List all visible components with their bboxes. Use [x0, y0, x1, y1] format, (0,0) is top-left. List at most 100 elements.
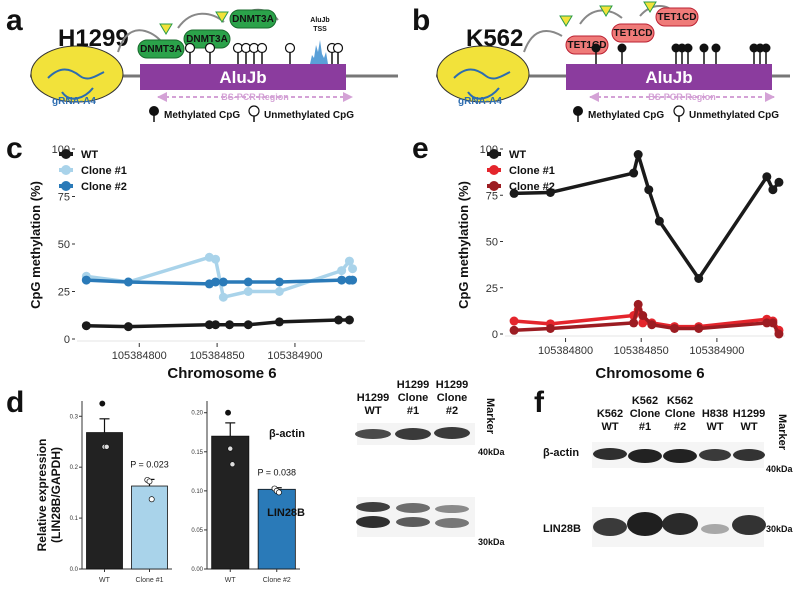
y-tick-label: 25: [58, 287, 70, 299]
y-axis-title: CpG methylation (%): [28, 181, 43, 309]
dnmt3a-domain: [229, 9, 277, 29]
p-value-annotation: P = 0.038: [257, 468, 296, 478]
band: [663, 449, 697, 463]
unmethylated-cpg: [204, 42, 216, 54]
y-tick-label: 0.2: [70, 465, 79, 471]
marker-30kda: 30kDa: [478, 537, 506, 547]
band: [662, 513, 698, 535]
band: [356, 502, 390, 512]
legend-unmethylated: Unmethylated CpG: [264, 110, 354, 121]
data-point: [243, 277, 253, 287]
lin28b-bands: [593, 512, 766, 536]
band: [701, 524, 729, 534]
unmethylated-cpg: [284, 42, 296, 54]
data-point: [774, 329, 784, 339]
alujb-element: [140, 64, 346, 90]
band-label-lin28b: LIN28B: [543, 523, 581, 535]
x-tick-label: 105384800: [112, 350, 167, 362]
lane-label: Clone: [630, 408, 661, 420]
lane-label: #2: [674, 421, 686, 433]
band: [593, 518, 627, 536]
y-tick-label: 50: [486, 237, 498, 249]
marker-30kda: 30kDa: [766, 524, 794, 534]
y-tick-label: 75: [58, 192, 70, 204]
lane-label: H1299: [397, 379, 429, 391]
panel-c: c CpG methylation (%) Chromosome 6 0 25 50…: [6, 132, 365, 382]
y-tick-label: 50: [58, 239, 70, 251]
bar-chart-clone2: 0.00 0.05 0.10 0.15 0.20 WT Clone #2 P = 0.038: [191, 401, 300, 584]
data-point: [348, 264, 358, 274]
replicate-point: [276, 489, 282, 496]
panel-label-e: e: [412, 132, 429, 165]
grna-strand: [453, 68, 511, 80]
marker-40kda: 40kDa: [478, 447, 506, 457]
data-point: [81, 275, 91, 285]
dnmt3a-label: DNMT3A: [186, 34, 228, 45]
data-point: [243, 287, 253, 296]
y-axis-title: CpG methylation (%): [456, 181, 471, 309]
methylated-cpg: [761, 43, 771, 53]
alujb-label: AluJb: [219, 68, 266, 87]
data-point: [274, 277, 284, 287]
data-point: [774, 177, 784, 187]
panel-d: d Relative expression (LIN28B/GAPDH) 0.0…: [6, 379, 506, 584]
band: [593, 448, 627, 460]
legend-marker: [61, 165, 71, 175]
band: [356, 516, 390, 528]
y-tick-label: 0.10: [191, 489, 203, 495]
data-point: [509, 188, 519, 198]
bar: [257, 488, 296, 570]
p-value-annotation: P = 0.023: [130, 459, 169, 469]
data-point: [654, 216, 664, 226]
band-label-actin: β-actin: [543, 447, 579, 459]
data-point: [204, 320, 214, 330]
data-point: [629, 318, 639, 328]
x-tick-label: WT: [225, 577, 237, 584]
y-tick-label: 0.1: [70, 516, 79, 522]
x-axis-title: Chromosome 6: [167, 365, 276, 382]
data-point: [694, 323, 704, 333]
data-point: [633, 150, 643, 160]
data-point: [633, 299, 643, 309]
legend-entry: Clone #1: [509, 165, 555, 177]
band-label-actin: β-actin: [269, 428, 305, 440]
bar: [86, 432, 123, 570]
x-tick-label: Clone #2: [263, 577, 291, 584]
lane-label: H838: [702, 408, 728, 420]
bar-chart-clone1: 0.0 0.1 0.2 0.3 WT Clone #1 P = 0.023: [70, 400, 172, 584]
data-point: [509, 325, 519, 335]
methylated-cpg: [591, 43, 601, 53]
grna-hairpin: [467, 87, 500, 100]
lane-label: WT: [601, 421, 618, 433]
tet1cd-domain: [655, 7, 699, 27]
x-tick-label: Clone #1: [135, 577, 163, 584]
legend-entry: WT: [81, 149, 98, 161]
band: [627, 512, 663, 536]
marker-40kda: 40kDa: [766, 464, 794, 474]
legend-marker: [61, 149, 71, 159]
actin-bands: [355, 427, 470, 440]
band: [435, 505, 469, 513]
tss-label-line1: AluJb: [310, 17, 329, 24]
lin28b-bands: [356, 502, 469, 528]
lane-label: #2: [446, 405, 458, 417]
data-point: [123, 322, 133, 332]
legend-entry: Clone #2: [509, 181, 555, 193]
legend-methylated: Methylated CpG: [164, 110, 240, 121]
lane-label-marker: Marker: [484, 398, 496, 435]
band: [699, 449, 731, 461]
lane-label: H1299: [436, 379, 468, 391]
lane-label: H1299: [357, 392, 389, 404]
data-point: [638, 311, 648, 320]
band: [355, 429, 391, 439]
lane-label: WT: [740, 421, 757, 433]
y-tick-label: 0: [492, 329, 498, 341]
panel-f: f K562WTK562Clone#1K562Clone#2H838WTH129…: [534, 386, 794, 547]
tet1cd-label: TET1CD: [658, 12, 697, 23]
lane-label: Clone: [437, 392, 468, 404]
lane-label-marker: Marker: [776, 414, 788, 451]
panel-a: a gRNA-A4 H1299 AluJb DNMT3A DNMT3A DNMT…: [6, 4, 398, 122]
band: [435, 518, 469, 528]
